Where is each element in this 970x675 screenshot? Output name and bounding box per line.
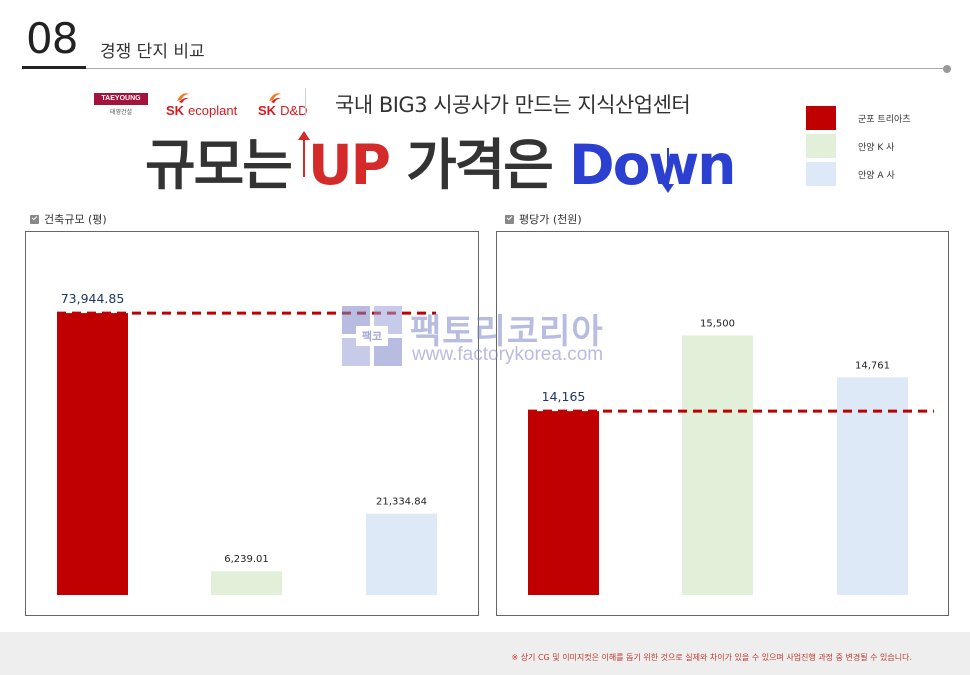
sk-dnd-mark-text: SK <box>258 103 277 118</box>
chart-1-svg: 73,944.85 6,239.01 21,334.84 <box>57 291 437 595</box>
watermark-mark: 팩코 <box>361 330 383 343</box>
data-label: 21,334.84 <box>376 497 427 508</box>
legend-item: 안양 A 사 <box>806 160 911 188</box>
down-arrow-icon <box>662 148 674 193</box>
header-divider-dot <box>943 65 951 73</box>
legend-item: 안양 K 사 <box>806 132 911 160</box>
chart-2-panel: 14,165 15,500 14,761 <box>496 231 949 616</box>
bar-1 <box>528 411 599 595</box>
legend-swatch <box>806 106 836 130</box>
slogan-part1: 규모는 <box>145 133 308 197</box>
legend-swatch <box>806 162 836 186</box>
sk-ecoplant-mark: SK <box>166 93 189 118</box>
bar-2 <box>211 571 282 595</box>
sk-wing-icon <box>177 93 189 103</box>
legend-label: 안양 A 사 <box>858 170 895 181</box>
footer: ※ 상기 CG 및 이미지컷은 이해를 돕기 위한 것으로 실제와 차이가 있을… <box>0 632 970 675</box>
bar-1 <box>57 313 128 595</box>
bar-3 <box>837 377 908 595</box>
chart-2-title: 평당가 (천원) <box>505 211 582 227</box>
bar-3 <box>366 513 437 595</box>
chart-1-panel: 73,944.85 6,239.01 21,334.84 <box>25 231 479 616</box>
chart-2-title-text: 평당가 (천원) <box>519 213 582 226</box>
bar-2 <box>682 335 753 595</box>
data-label: 14,165 <box>542 389 586 404</box>
section-number: 08 <box>26 14 78 63</box>
data-label: 14,761 <box>855 360 890 371</box>
sk-dnd-mark: SK <box>258 93 281 118</box>
checkbox-icon <box>505 214 514 224</box>
sk-wing-icon <box>269 93 281 103</box>
footer-note: ※ 상기 CG 및 이미지컷은 이해를 돕기 위한 것으로 실제와 차이가 있을… <box>511 653 912 662</box>
header-divider <box>86 68 944 69</box>
taeyoung-logo-mark: TAEYOUNG <box>94 93 148 105</box>
sk-ecoplant-mark-text: SK <box>166 103 185 118</box>
sk-dnd-text: D&D <box>280 103 308 118</box>
chart-1-title: 건축규모 (평) <box>30 211 107 227</box>
legend-swatch <box>806 134 836 158</box>
up-arrow-icon <box>298 131 310 177</box>
data-label: 6,239.01 <box>224 554 269 565</box>
chart-legend: 군포 트리아츠 안양 K 사 안양 A 사 <box>806 104 911 188</box>
legend-label: 군포 트리아츠 <box>858 114 911 125</box>
slogan: 규모는 UP 가격은 Down <box>145 120 736 200</box>
watermark-brand: 팩토리코리아 <box>410 312 604 352</box>
data-label: 15,500 <box>700 318 735 329</box>
logo-separator <box>305 88 306 116</box>
watermark-logo-icon <box>342 306 402 366</box>
chart-2-svg: 14,165 15,500 14,761 <box>528 318 934 595</box>
data-label: 73,944.85 <box>61 291 125 306</box>
section-number-underline <box>22 66 86 69</box>
taeyoung-logo: TAEYOUNG 태영건설 <box>94 93 148 117</box>
slogan-up: UP <box>307 133 391 197</box>
slogan-part2: 가격은 <box>388 133 570 197</box>
sk-dnd-logo: SK D&D <box>258 90 308 118</box>
slogan-down: Down <box>569 133 736 197</box>
taeyoung-logo-sub: 태영건설 <box>109 109 133 116</box>
checkbox-icon <box>30 214 39 224</box>
chart-1-title-text: 건축규모 (평) <box>44 213 107 226</box>
legend-item: 군포 트리아츠 <box>806 104 911 132</box>
sk-ecoplant-text: ecoplant <box>188 103 238 118</box>
section-title: 경쟁 단지 비교 <box>100 42 205 62</box>
watermark: 팩코 팩토리코리아 www.factorykorea.com <box>340 304 640 370</box>
sk-ecoplant-logo: SK ecoplant <box>166 90 237 118</box>
legend-label: 안양 K 사 <box>858 142 895 153</box>
headline: 국내 BIG3 시공사가 만드는 지식산업센터 <box>335 93 691 117</box>
watermark-url: www.factorykorea.com <box>412 344 604 365</box>
